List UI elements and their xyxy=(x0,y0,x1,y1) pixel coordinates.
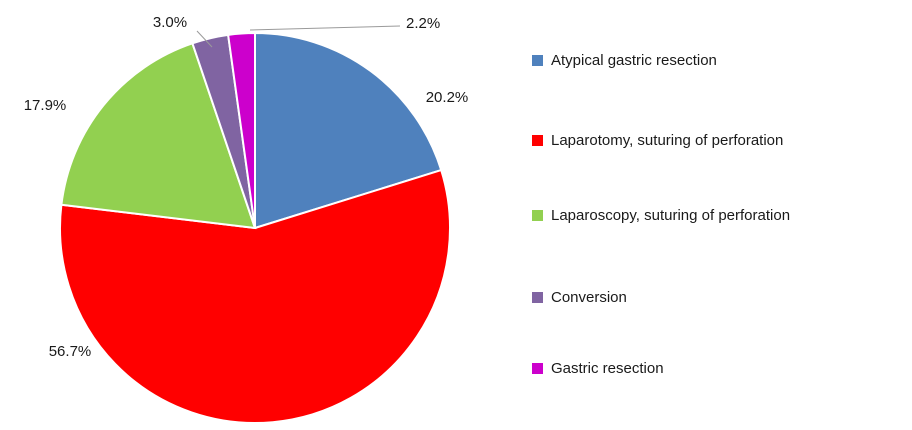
pie-slice-0 xyxy=(254,31,443,230)
legend-item-atypical-gastric-resection: Atypical gastric resection xyxy=(532,51,717,69)
legend-item-laparotomy-suturing-of-perforation: Laparotomy, suturing of perforation xyxy=(532,131,784,149)
pie-slice-4 xyxy=(227,31,256,229)
legend-label: Laparotomy, suturing of perforation xyxy=(551,131,784,149)
pie-slice-2 xyxy=(60,42,257,230)
pie-percent-label-0: 20.2% xyxy=(426,89,469,106)
chart-legend: Atypical gastric resection Laparotomy, s… xyxy=(532,0,912,430)
legend-swatch-icon xyxy=(532,134,543,146)
leader-line-3 xyxy=(196,30,213,48)
legend-label: Laparoscopy, suturing of perforation xyxy=(551,206,791,224)
legend-label: Atypical gastric resection xyxy=(551,51,717,69)
legend-item-conversion: Conversion xyxy=(532,288,627,306)
pie-slice-1 xyxy=(59,168,451,424)
pie-percent-label-4: 2.2% xyxy=(406,15,440,32)
pie-percent-label-1: 56.7% xyxy=(49,343,92,360)
pie-percent-label-3: 3.0% xyxy=(153,14,187,31)
legend-label: Conversion xyxy=(551,288,627,306)
legend-item-gastric-resection: Gastric resection xyxy=(532,359,664,377)
pie-chart-svg: 20.2% 56.7% 17.9% 3.0% 2.2% xyxy=(24,14,469,424)
legend-swatch-icon xyxy=(532,291,543,303)
legend-swatch-icon xyxy=(532,54,543,66)
leader-line-4 xyxy=(249,25,401,31)
legend-label: Gastric resection xyxy=(551,359,664,377)
legend-swatch-icon xyxy=(532,209,543,221)
legend-item-laparoscopy-suturing-of-perforation: Laparoscopy, suturing of perforation xyxy=(532,206,791,224)
pie-percent-label-2: 17.9% xyxy=(24,97,67,114)
legend-swatch-icon xyxy=(532,362,543,374)
